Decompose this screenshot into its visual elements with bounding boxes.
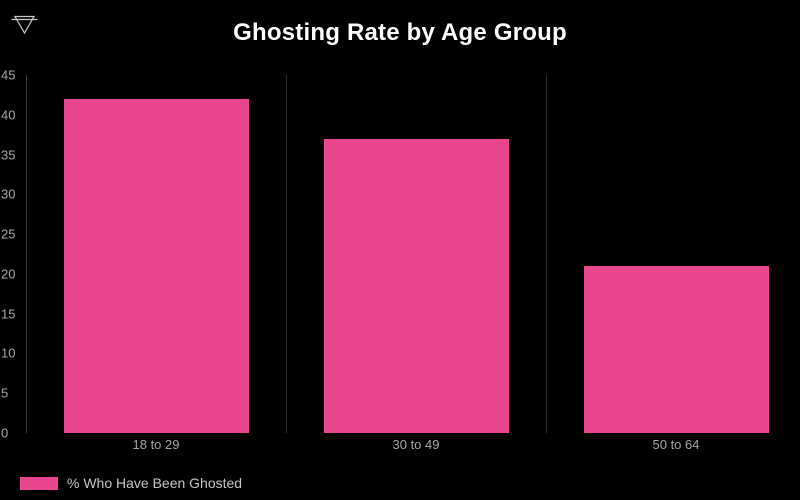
bar-18-to-29[interactable] <box>63 98 249 433</box>
y-axis-tick-label: 10 <box>1 345 16 361</box>
category-separator-line <box>286 75 287 433</box>
y-axis-tick-label: 15 <box>1 306 16 322</box>
y-axis-tick-label: 5 <box>1 385 9 401</box>
y-axis-tick-label: 20 <box>1 266 16 282</box>
y-axis-tick-label: 0 <box>1 425 9 441</box>
legend-swatch <box>20 476 58 490</box>
filter-funnel-glyph <box>11 15 38 35</box>
bar-30-to-49[interactable] <box>323 138 509 433</box>
legend-item[interactable]: % Who Have Been Ghosted <box>20 476 242 490</box>
y-axis-tick-label: 40 <box>1 107 16 123</box>
filter-icon[interactable] <box>10 9 40 39</box>
y-axis-tick-label: 30 <box>1 186 16 202</box>
legend-label: % Who Have Been Ghosted <box>67 475 243 491</box>
category-label-50-to-64: 50 to 64 <box>652 437 700 452</box>
category-label-18-to-29: 18 to 29 <box>132 437 180 452</box>
y-axis-tick-label: 45 <box>1 67 16 83</box>
y-axis-line <box>26 75 27 433</box>
y-axis-tick-label: 35 <box>1 147 16 163</box>
category-separator-line <box>546 75 547 433</box>
category-label-30-to-49: 30 to 49 <box>392 437 440 452</box>
y-axis-tick-label: 25 <box>1 226 16 242</box>
chart-title: Ghosting Rate by Age Group <box>233 19 567 46</box>
bar-50-to-64[interactable] <box>583 265 769 433</box>
